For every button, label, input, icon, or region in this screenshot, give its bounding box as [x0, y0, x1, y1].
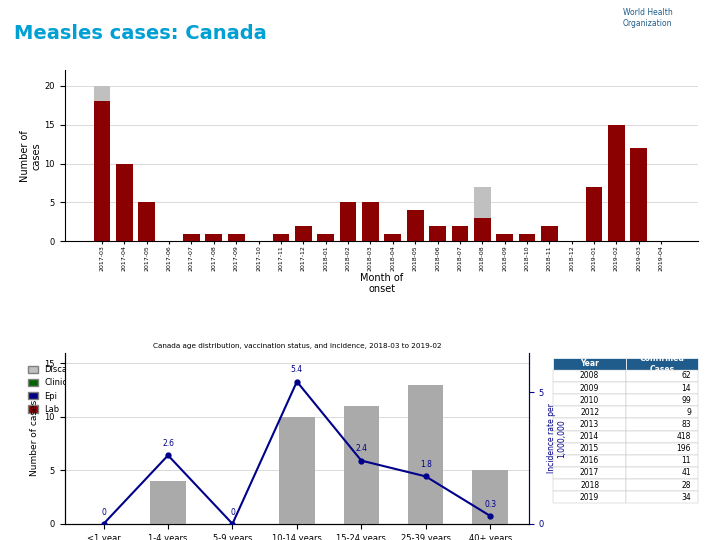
Bar: [631, 148, 647, 241]
Legend: Discarded, Clinical, Epi, Lab: Discarded, Clinical, Epi, Lab: [24, 362, 90, 417]
Bar: [94, 102, 110, 241]
Bar: [343, 406, 379, 524]
Bar: [474, 218, 490, 241]
Text: 0: 0: [230, 508, 235, 517]
Bar: [340, 202, 356, 241]
X-axis label: Month of
onset: Month of onset: [360, 273, 403, 294]
Text: 2.4: 2.4: [355, 444, 367, 454]
Bar: [150, 481, 186, 524]
Title: Canada age distribution, vaccination status, and incidence, 2018-03 to 2019-02: Canada age distribution, vaccination sta…: [153, 343, 441, 349]
Text: Measles cases: Canada: Measles cases: Canada: [14, 24, 267, 43]
Bar: [429, 226, 446, 241]
Bar: [138, 202, 155, 241]
Text: 1.8: 1.8: [420, 460, 432, 469]
Bar: [384, 234, 401, 241]
Bar: [228, 234, 245, 241]
Bar: [94, 86, 110, 102]
Bar: [451, 226, 468, 241]
Text: 5.4: 5.4: [291, 366, 303, 374]
Bar: [474, 187, 490, 218]
Bar: [496, 234, 513, 241]
Bar: [541, 226, 558, 241]
Bar: [407, 210, 423, 241]
Bar: [472, 470, 508, 524]
Bar: [362, 202, 379, 241]
Text: 0.3: 0.3: [484, 500, 496, 509]
Bar: [295, 226, 312, 241]
Text: World Health
Organization: World Health Organization: [623, 8, 672, 28]
Bar: [608, 125, 625, 241]
Bar: [183, 234, 200, 241]
Bar: [116, 164, 132, 241]
Bar: [279, 417, 315, 524]
Y-axis label: Number of cases: Number of cases: [30, 400, 39, 476]
Bar: [585, 187, 603, 241]
Text: 2.6: 2.6: [162, 439, 174, 448]
Bar: [408, 384, 444, 524]
Text: 0: 0: [102, 508, 106, 517]
Y-axis label: Number of
cases: Number of cases: [20, 130, 42, 181]
Bar: [318, 234, 334, 241]
Bar: [518, 234, 536, 241]
Bar: [205, 234, 222, 241]
Bar: [273, 234, 289, 241]
Y-axis label: Incidence rate per
1,000,000: Incidence rate per 1,000,000: [546, 403, 566, 473]
